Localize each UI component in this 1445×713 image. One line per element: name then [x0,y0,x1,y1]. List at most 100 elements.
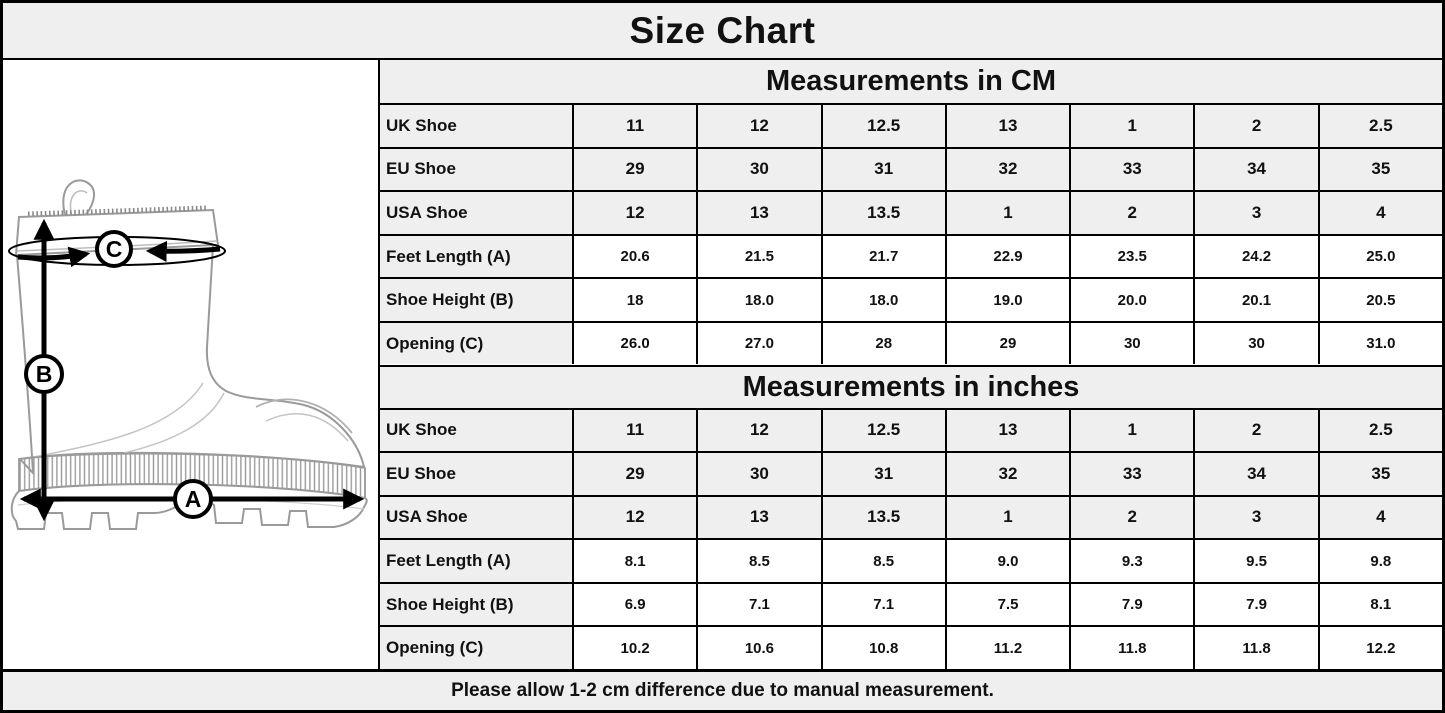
size-cell: 13.5 [820,192,945,234]
size-cell: 18.0 [696,279,820,321]
size-cell: 20.0 [1069,279,1193,321]
size-cell: 11 [572,409,696,452]
size-cell: 27.0 [696,322,820,365]
size-cell: 13 [944,105,1069,147]
size-cell: 34 [1193,148,1317,191]
marker-c-label: C [106,236,123,262]
measurement-section: Measurements in CM UK Shoe 11 12 12.5 13 1 2 2.5… [380,60,1442,365]
size-cell: 7.9 [1069,583,1193,626]
boot-diagram-panel: C B A [3,60,380,669]
table-row: USA Shoe 12 13 13.5 1 2 3 4 [380,190,1442,234]
size-cell: 4 [1317,192,1442,234]
table-row: Feet Length (A) 8.1 8.5 8.5 9.0 9.3 9.5 9.8 [380,538,1442,582]
size-cell: 30 [696,148,820,191]
row-label: Shoe Height (B) [380,279,572,321]
size-cell: 8.5 [696,540,820,582]
section-header: Measurements in CM [380,60,1442,105]
size-cell: 2.5 [1317,105,1442,147]
size-cell: 2.5 [1317,409,1442,452]
size-cell: 10.6 [696,627,820,669]
size-cell: 12.2 [1317,627,1442,669]
table-row: Shoe Height (B) 6.9 7.1 7.1 7.5 7.9 7.9 8.1 [380,581,1442,626]
size-cell: 21.5 [696,235,820,278]
size-cell: 2 [1193,105,1317,147]
size-cell: 20.1 [1193,279,1317,321]
boot-measurement-diagram: C B A [8,178,368,530]
size-cell: 28 [820,322,945,365]
row-label: USA Shoe [380,496,572,539]
size-cell: 1 [944,496,1069,539]
marker-b-label: B [36,361,53,387]
measure-b: B [24,218,64,521]
row-label: UK Shoe [380,409,572,452]
size-cell: 21.7 [820,235,945,278]
size-cell: 8.5 [820,540,945,582]
row-label: Opening (C) [380,322,572,365]
table-row: Opening (C) 10.2 10.6 10.8 11.2 11.8 11.8 12.2 [380,625,1442,669]
size-cell: 31.0 [1317,322,1442,365]
size-cell: 32 [944,453,1069,495]
size-cell: 13.5 [820,496,945,539]
size-cell: 34 [1193,453,1317,495]
size-cell: 9.3 [1069,540,1193,582]
size-cell: 29 [944,322,1069,365]
size-cell: 1 [1069,409,1193,452]
title-bar: Size Chart [3,3,1442,60]
size-cell: 35 [1317,453,1442,495]
table-row: USA Shoe 12 13 13.5 1 2 3 4 [380,494,1442,539]
row-label: USA Shoe [380,192,572,234]
table-row: UK Shoe 11 12 12.5 13 1 2 2.5 [380,409,1442,452]
size-cell: 30 [696,453,820,495]
boot-body [15,243,366,476]
size-cell: 31 [820,453,945,495]
table-row: EU Shoe 29 30 31 32 33 34 35 [380,146,1442,191]
size-cell: 11.2 [944,627,1069,669]
row-label: EU Shoe [380,453,572,495]
size-cell: 1 [1069,105,1193,147]
size-cell: 8.1 [1317,583,1442,626]
size-cell: 12 [572,192,696,234]
size-cell: 10.2 [572,627,696,669]
size-cell: 9.5 [1193,540,1317,582]
size-cell: 13 [696,192,820,234]
measure-a: A [19,478,365,519]
size-cell: 23.5 [1069,235,1193,278]
footer-note-bar: Please allow 1-2 cm difference due to ma… [3,669,1442,710]
size-cell: 2 [1069,192,1193,234]
size-cell: 10.8 [820,627,945,669]
size-cell: 2 [1193,409,1317,452]
size-cell: 11 [572,105,696,147]
size-cell: 7.1 [820,583,945,626]
size-cell: 7.1 [696,583,820,626]
size-cell: 18.0 [820,279,945,321]
size-cell: 4 [1317,496,1442,539]
size-cell: 33 [1069,148,1193,191]
size-cell: 31 [820,148,945,191]
size-cell: 24.2 [1193,235,1317,278]
size-cell: 3 [1193,496,1317,539]
size-cell: 29 [572,453,696,495]
size-cell: 7.5 [944,583,1069,626]
size-cell: 30 [1193,322,1317,365]
table-row: UK Shoe 11 12 12.5 13 1 2 2.5 [380,105,1442,147]
size-cell: 3 [1193,192,1317,234]
size-cell: 29 [572,148,696,191]
boot-pull-loop [62,178,96,220]
size-cell: 33 [1069,453,1193,495]
size-cell: 26.0 [572,322,696,365]
size-cell: 11.8 [1193,627,1317,669]
size-cell: 7.9 [1193,583,1317,626]
size-cell: 1 [944,192,1069,234]
measurement-section: Measurements in inches UK Shoe 11 12 12.5 13 1… [380,364,1442,670]
size-cell: 13 [944,409,1069,452]
footer-note: Please allow 1-2 cm difference due to ma… [451,680,994,701]
main-area: C B A Measurements in CM UK Shoe 11 12 12.5 1… [3,60,1442,669]
table-row: Feet Length (A) 20.6 21.5 21.7 22.9 23.5 24.2 2… [380,233,1442,278]
size-cell: 2 [1069,496,1193,539]
section-header: Measurements in inches [380,364,1442,410]
row-label: EU Shoe [380,148,572,191]
size-cell: 12.5 [820,409,945,452]
size-cell: 8.1 [572,540,696,582]
table-row: Shoe Height (B) 18 18.0 18.0 19.0 20.0 20.1 20.… [380,277,1442,321]
